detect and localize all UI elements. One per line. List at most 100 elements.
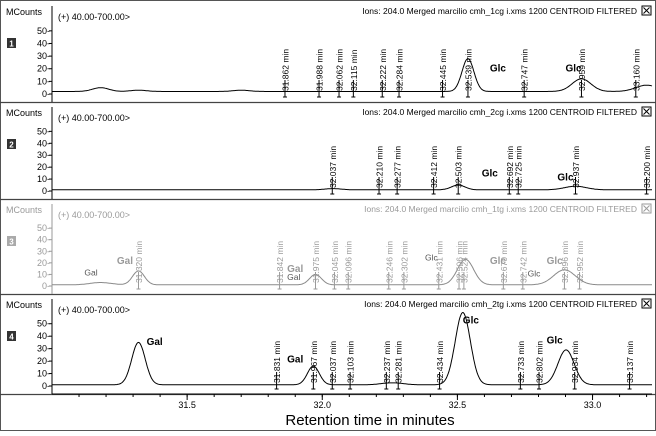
peak-annotation: Gal <box>287 272 300 282</box>
peak-time-label: 33.137 min <box>625 341 635 383</box>
close-box-stroke <box>643 108 650 115</box>
peak-marker: 32.733 min <box>516 341 526 390</box>
y-tick-label: 0- <box>42 186 50 196</box>
peak-marker: 32.934 min <box>570 341 580 390</box>
peak-marker: 32.692 min <box>505 146 515 195</box>
peak-marker: 32.524 min <box>459 241 469 290</box>
y-tick-label: 30- <box>37 344 50 354</box>
peak-marker: 32.277 min <box>393 146 403 195</box>
close-box-icon <box>641 106 652 117</box>
panel-number-badge: 3 <box>7 236 16 247</box>
peak-time-label: 32.246 min <box>384 241 394 283</box>
peak-annotation: Gal <box>84 268 97 278</box>
peak-marker: 32.952 min <box>575 241 585 290</box>
y-tick-label: 0- <box>42 381 50 391</box>
ions-header: Ions: 204.0 Merged marcilio cmh_1tg i.xm… <box>364 204 637 214</box>
peak-time-label: 33.160 min <box>631 49 641 91</box>
peak-time-label: 32.284 min <box>395 49 405 91</box>
peak-time-label: 32.037 min <box>328 146 338 188</box>
panel-number: 3 <box>9 238 14 247</box>
peak-marker: 31.862 min <box>280 49 290 98</box>
peak-marker: 32.222 min <box>378 49 388 98</box>
peak-marker: 32.431 min <box>434 241 444 290</box>
peak-marker: 32.503 min <box>454 146 464 195</box>
panel-3: MCounts 0- 10-20- 30-40- 50- 3 (+) 40.00-700.0… <box>0 203 656 296</box>
peak-marker: 32.802 min <box>535 341 545 390</box>
peak-marker: 32.210 min <box>375 146 385 195</box>
peak-marker: 32.670 min <box>499 241 509 290</box>
peak-time-label: 32.952 min <box>575 241 585 283</box>
peak-marker: 31.831 min <box>272 341 282 390</box>
close-box-icon <box>641 5 652 16</box>
peak-annotation: Glc <box>547 336 564 347</box>
peak-marker: 32.115 min <box>349 49 359 98</box>
peak-time-label: 32.445 min <box>438 49 448 91</box>
y-tick-label: 30- <box>37 51 50 61</box>
y-axis-label: MCounts <box>6 108 43 118</box>
peak-time-label: 32.934 min <box>570 341 580 383</box>
peak-time-label: 32.115 min <box>349 49 359 91</box>
peak-annotation: Glc <box>482 169 499 180</box>
panel-number: 1 <box>9 40 14 49</box>
peak-marker: 32.281 min <box>394 341 404 390</box>
y-tick-label: 10- <box>37 174 50 184</box>
ions-header: Ions: 204.0 Merged marcilio cmh_2cg i.xm… <box>362 107 637 117</box>
y-tick-label: 0- <box>42 89 50 99</box>
peak-time-label: 31.831 min <box>272 341 282 383</box>
peak-annotation: Gal <box>287 264 303 275</box>
x-axis-title: Retention time in minutes <box>285 412 454 429</box>
x-tick-label: 31.5 <box>178 400 196 410</box>
peak-marker: 32.302 min <box>399 241 409 290</box>
peak-annotation: Glc <box>557 172 574 183</box>
panel-number-box <box>7 139 16 149</box>
y-tick-label: 40- <box>37 38 50 48</box>
peak-time-label: 32.733 min <box>516 341 526 383</box>
chromatogram-trace <box>52 184 652 191</box>
peak-time-label: 31.320 min <box>134 241 144 283</box>
panel-number: 2 <box>9 141 14 150</box>
peak-marker: 32.045 min <box>330 241 340 290</box>
y-tick-label: 20- <box>37 64 50 74</box>
peak-time-label: 32.062 min <box>335 49 345 91</box>
y-tick-label: 50- <box>37 319 50 329</box>
peak-marker: 31.988 min <box>315 49 325 98</box>
peak-marker: 32.037 min <box>328 341 338 390</box>
peak-time-label: 32.096 min <box>344 241 354 283</box>
peak-time-label: 32.506 min <box>455 241 465 283</box>
y-tick-label: 40- <box>37 138 50 148</box>
peak-time-label: 32.539 min <box>463 49 473 91</box>
peak-marker: 33.200 min <box>642 146 652 195</box>
peak-marker: 32.725 min <box>514 146 524 195</box>
y-tick-label: 50- <box>37 223 50 233</box>
mass-range-label: (+) 40.00-700.00> <box>58 210 130 220</box>
peak-time-label: 31.862 min <box>280 49 290 91</box>
y-tick-label: 20- <box>37 258 50 268</box>
peak-time-label: 32.103 min <box>346 341 356 383</box>
x-tick-label: 32.0 <box>314 400 332 410</box>
peak-time-label: 32.302 min <box>399 241 409 283</box>
peak-time-label: 32.896 min <box>560 241 570 283</box>
peak-marker: 31.842 min <box>275 241 285 290</box>
chromatogram-trace <box>52 311 652 386</box>
peak-annotation: Gal <box>287 354 303 365</box>
y-tick-label: 40- <box>37 235 50 245</box>
panel-1: MCounts 0- 10- 20- 30- 40- 50- 1 (+) 40.00-700.0… <box>0 5 656 104</box>
peak-time-label: 32.431 min <box>434 241 444 283</box>
peak-time-label: 32.222 min <box>378 49 388 91</box>
peak-time-label: 32.747 min <box>520 49 530 91</box>
peak-annotation: Glc <box>547 256 564 267</box>
y-tick-label: 10- <box>37 369 50 379</box>
peak-marker: 32.896 min <box>560 241 570 290</box>
peak-marker: 32.959 min <box>577 49 587 98</box>
peak-marker: 32.445 min <box>438 49 448 98</box>
y-tick-label: 30- <box>37 150 50 160</box>
peak-annotation: Glc <box>463 316 480 327</box>
panel-number-box <box>7 236 16 246</box>
peak-annotation: Glc <box>490 256 507 267</box>
x-tick-label: 32.5 <box>449 400 467 410</box>
panel-number: 4 <box>9 333 14 342</box>
peak-marker: 33.137 min <box>625 341 635 390</box>
panel-number-box <box>7 331 16 341</box>
peak-marker: 32.747 min <box>520 49 530 98</box>
